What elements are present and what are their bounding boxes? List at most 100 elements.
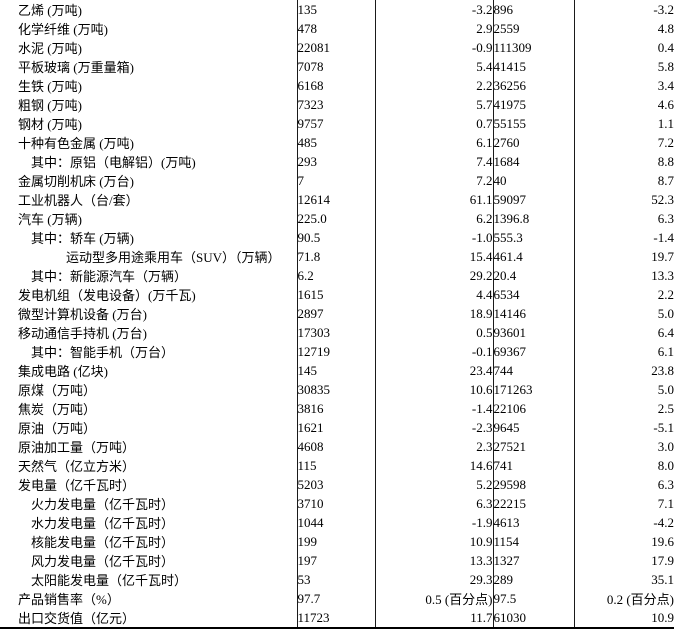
table-row: 原煤（万吨） 30835 10.6 171263 5.0 — [0, 380, 674, 399]
current-period-growth: 23.4 — [375, 361, 494, 380]
current-period-value: 1621 — [297, 418, 376, 437]
current-period-growth: 2.3 — [375, 437, 494, 456]
cumulative-value: 55155 — [493, 114, 575, 133]
cumulative-growth: 6.3 — [657, 476, 674, 492]
cumulative-value: 59097 — [493, 190, 575, 209]
current-period-growth: 10.6 — [375, 380, 494, 399]
current-period-value: 145 — [297, 361, 376, 380]
current-period-growth: 5.2 — [375, 475, 494, 494]
cumulative-value: 69367 — [493, 342, 575, 361]
cumulative-growth: 19.7 — [651, 248, 674, 264]
cumulative-value: 1327 — [493, 551, 575, 570]
current-period-growth: 0.5 — [375, 323, 494, 342]
cumulative-value: 1684 — [493, 152, 575, 171]
current-period-value: 6.2 — [297, 266, 376, 285]
current-period-value: 12614 — [297, 190, 376, 209]
product-name: 水泥 (万吨) — [0, 38, 298, 57]
current-period-growth: 2.9 — [375, 19, 494, 38]
current-period-growth: 6.3 — [375, 494, 494, 513]
current-period-growth: -0.1 — [375, 342, 494, 361]
cumulative-value: 1154 — [493, 532, 575, 551]
current-period-value: 7 — [297, 171, 376, 190]
current-period-value: 12719 — [297, 342, 376, 361]
product-name: 移动通信手持机 (万台) — [0, 323, 298, 342]
cumulative-growth: 7.1 — [657, 495, 674, 511]
cumulative-value: 289 — [493, 570, 575, 589]
table-row: 核能发电量（亿千瓦时） 199 10.9 1154 19.6 — [0, 532, 674, 551]
product-name: 工业机器人（台/套） — [0, 190, 298, 209]
current-period-growth: -1.0 — [375, 228, 494, 247]
table-row: 发电机组（发电设备）(万千瓦) 1615 4.4 6534 2.2 — [0, 285, 674, 304]
table-row: 钢材 (万吨) 9757 0.7 55155 1.1 — [0, 114, 674, 133]
cumulative-growth: 23.8 — [651, 362, 674, 378]
table-row: 水泥 (万吨) 22081 -0.9 111309 0.4 — [0, 38, 674, 57]
table-row: 原油加工量（万吨） 4608 2.3 27521 3.0 — [0, 437, 674, 456]
current-period-value: 17303 — [297, 323, 376, 342]
product-name: 汽车 (万辆) — [0, 209, 298, 228]
current-period-value: 7323 — [297, 95, 376, 114]
product-name: 微型计算机设备 (万台) — [0, 304, 298, 323]
cumulative-growth: 0.4 — [657, 39, 674, 55]
table-row: 火力发电量（亿千瓦时） 3710 6.3 22215 7.1 — [0, 494, 674, 513]
current-period-growth: 29.2 — [375, 266, 494, 285]
cumulative-value: 461.4 — [493, 247, 575, 266]
cumulative-value: 741 — [493, 456, 575, 475]
cumulative-growth: 52.3 — [651, 191, 674, 207]
cumulative-growth: 6.1 — [657, 343, 674, 359]
current-period-growth: -3.2 — [375, 0, 494, 19]
current-period-value: 11723 — [297, 608, 376, 629]
cumulative-growth: 4.6 — [657, 96, 674, 112]
cumulative-growth: 7.2 — [657, 134, 674, 150]
current-period-growth: 0.7 — [375, 114, 494, 133]
product-name: 天然气（亿立方米） — [0, 456, 298, 475]
cumulative-value: 29598 — [493, 475, 575, 494]
current-period-growth: 61.1 — [375, 190, 494, 209]
table-row: 出口交货值（亿元） 11723 11.7 61030 10.9 — [0, 608, 674, 629]
table-row: 工业机器人（台/套） 12614 61.1 59097 52.3 — [0, 190, 674, 209]
cumulative-growth: 1.1 — [657, 115, 674, 131]
product-name: 其中：新能源汽车（万辆） — [0, 266, 298, 285]
cumulative-value: 171263 — [493, 380, 575, 399]
cumulative-growth: 3.4 — [657, 77, 674, 93]
current-period-value: 1044 — [297, 513, 376, 532]
current-period-growth: 2.2 — [375, 76, 494, 95]
table-row: 运动型多用途乘用车（SUV）（万辆） 71.8 15.4 461.4 19.7 — [0, 247, 674, 266]
cumulative-value: 9645 — [493, 418, 575, 437]
cumulative-growth: 5.0 — [657, 305, 674, 321]
current-period-value: 71.8 — [297, 247, 376, 266]
product-name: 火力发电量（亿千瓦时） — [0, 494, 298, 513]
product-name: 水力发电量（亿千瓦时） — [0, 513, 298, 532]
table-row: 微型计算机设备 (万台) 2897 18.9 14146 5.0 — [0, 304, 674, 323]
current-period-value: 485 — [297, 133, 376, 152]
cumulative-growth: 10.9 — [651, 609, 674, 625]
cumulative-value: 896 — [493, 0, 575, 19]
cumulative-value: 93601 — [493, 323, 575, 342]
cumulative-value: 36256 — [493, 76, 575, 95]
cumulative-value: 111309 — [493, 38, 575, 57]
product-name: 核能发电量（亿千瓦时） — [0, 532, 298, 551]
table-row: 风力发电量（亿千瓦时） 197 13.3 1327 17.9 — [0, 551, 674, 570]
product-name: 太阳能发电量（亿千瓦时） — [0, 570, 298, 589]
table-row: 发电量（亿千瓦时） 5203 5.2 29598 6.3 — [0, 475, 674, 494]
current-period-value: 7078 — [297, 57, 376, 76]
cumulative-value: 97.5 — [493, 589, 575, 608]
table-row: 乙烯 (万吨) 135 -3.2 896 -3.2 — [0, 0, 674, 19]
product-name: 钢材 (万吨) — [0, 114, 298, 133]
product-name: 其中：轿车 (万辆) — [0, 228, 298, 247]
current-period-growth: 18.9 — [375, 304, 494, 323]
cumulative-growth: 2.5 — [657, 400, 674, 416]
cumulative-value: 6534 — [493, 285, 575, 304]
product-name: 原煤（万吨） — [0, 380, 298, 399]
table-row: 其中：智能手机（万台） 12719 -0.1 69367 6.1 — [0, 342, 674, 361]
cumulative-growth: 0.2 (百分点) — [606, 592, 674, 607]
product-name: 原油加工量（万吨） — [0, 437, 298, 456]
current-period-value: 115 — [297, 456, 376, 475]
table-row: 其中：新能源汽车（万辆） 6.2 29.2 20.4 13.3 — [0, 266, 674, 285]
product-name: 金属切削机床 (万台) — [0, 171, 298, 190]
product-name: 产品销售率（%） — [0, 589, 298, 608]
product-name: 集成电路 (亿块) — [0, 361, 298, 380]
current-period-value: 3816 — [297, 399, 376, 418]
current-period-growth: 14.6 — [375, 456, 494, 475]
table-row: 水力发电量（亿千瓦时） 1044 -1.9 4613 -4.2 — [0, 513, 674, 532]
